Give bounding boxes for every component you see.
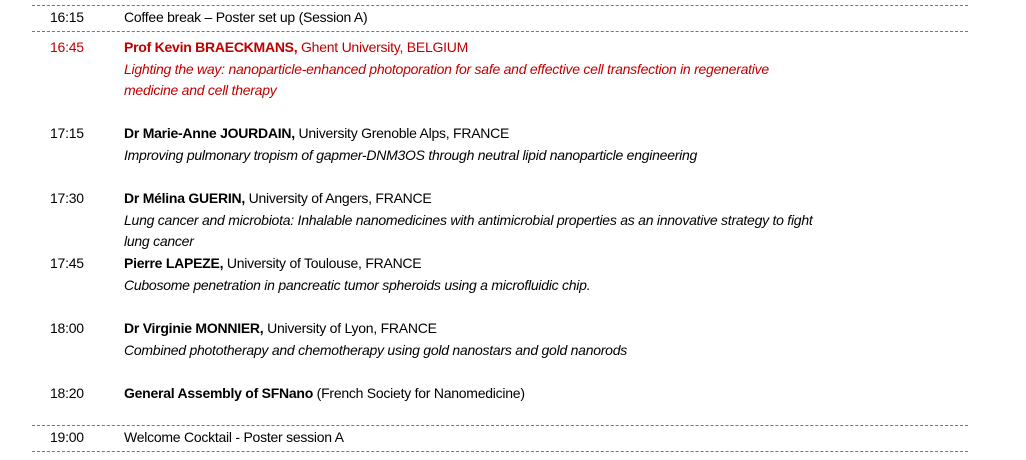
event-text: Welcome Cocktail - Poster session A bbox=[124, 429, 344, 445]
affiliation: University of Toulouse, FRANCE bbox=[223, 255, 422, 271]
speaker: Dr Marie-Anne JOURDAIN, bbox=[124, 125, 295, 141]
time: 17:45 bbox=[50, 255, 84, 271]
time: 18:20 bbox=[50, 385, 84, 401]
talk-title: Combined phototherapy and chemotherapy u… bbox=[124, 341, 628, 358]
affiliation: University of Angers, FRANCE bbox=[245, 190, 432, 206]
talk-title: lung cancer bbox=[124, 233, 194, 249]
divider bbox=[32, 31, 968, 32]
time: 17:30 bbox=[50, 190, 84, 206]
time: 19:00 bbox=[50, 429, 84, 445]
time: 16:15 bbox=[50, 9, 84, 25]
talk-title: Lighting the way: nanoparticle-enhanced … bbox=[124, 60, 769, 77]
divider bbox=[32, 425, 968, 426]
talk-title: Lung cancer and microbiota: Inhalable na… bbox=[124, 211, 813, 228]
affiliation: Ghent University, BELGIUM bbox=[297, 39, 469, 55]
affiliation: University Grenoble Alps, FRANCE bbox=[294, 125, 510, 141]
talk-title: medicine and cell therapy bbox=[124, 82, 277, 98]
speaker: Dr Virginie MONNIER, bbox=[124, 320, 264, 336]
event-text: Coffee break – Poster set up (Session A) bbox=[124, 9, 368, 25]
speaker: Pierre LAPEZE, bbox=[124, 255, 224, 271]
affiliation: University of Lyon, FRANCE bbox=[263, 320, 437, 336]
time: 17:15 bbox=[50, 125, 84, 141]
divider bbox=[32, 5, 968, 6]
speaker: Dr Mélina GUERIN, bbox=[124, 190, 245, 206]
event-name: General Assembly of SFNano bbox=[124, 385, 314, 401]
speaker: Prof Kevin BRAECKMANS, bbox=[124, 39, 298, 55]
event-detail: (French Society for Nanomedicine) bbox=[313, 385, 525, 401]
talk-title: Improving pulmonary tropism of gapmer-DN… bbox=[124, 146, 698, 163]
time: 16:45 bbox=[50, 39, 84, 55]
divider bbox=[32, 451, 968, 452]
time: 18:00 bbox=[50, 320, 84, 336]
talk-title: Cubosome penetration in pancreatic tumor… bbox=[124, 276, 591, 293]
